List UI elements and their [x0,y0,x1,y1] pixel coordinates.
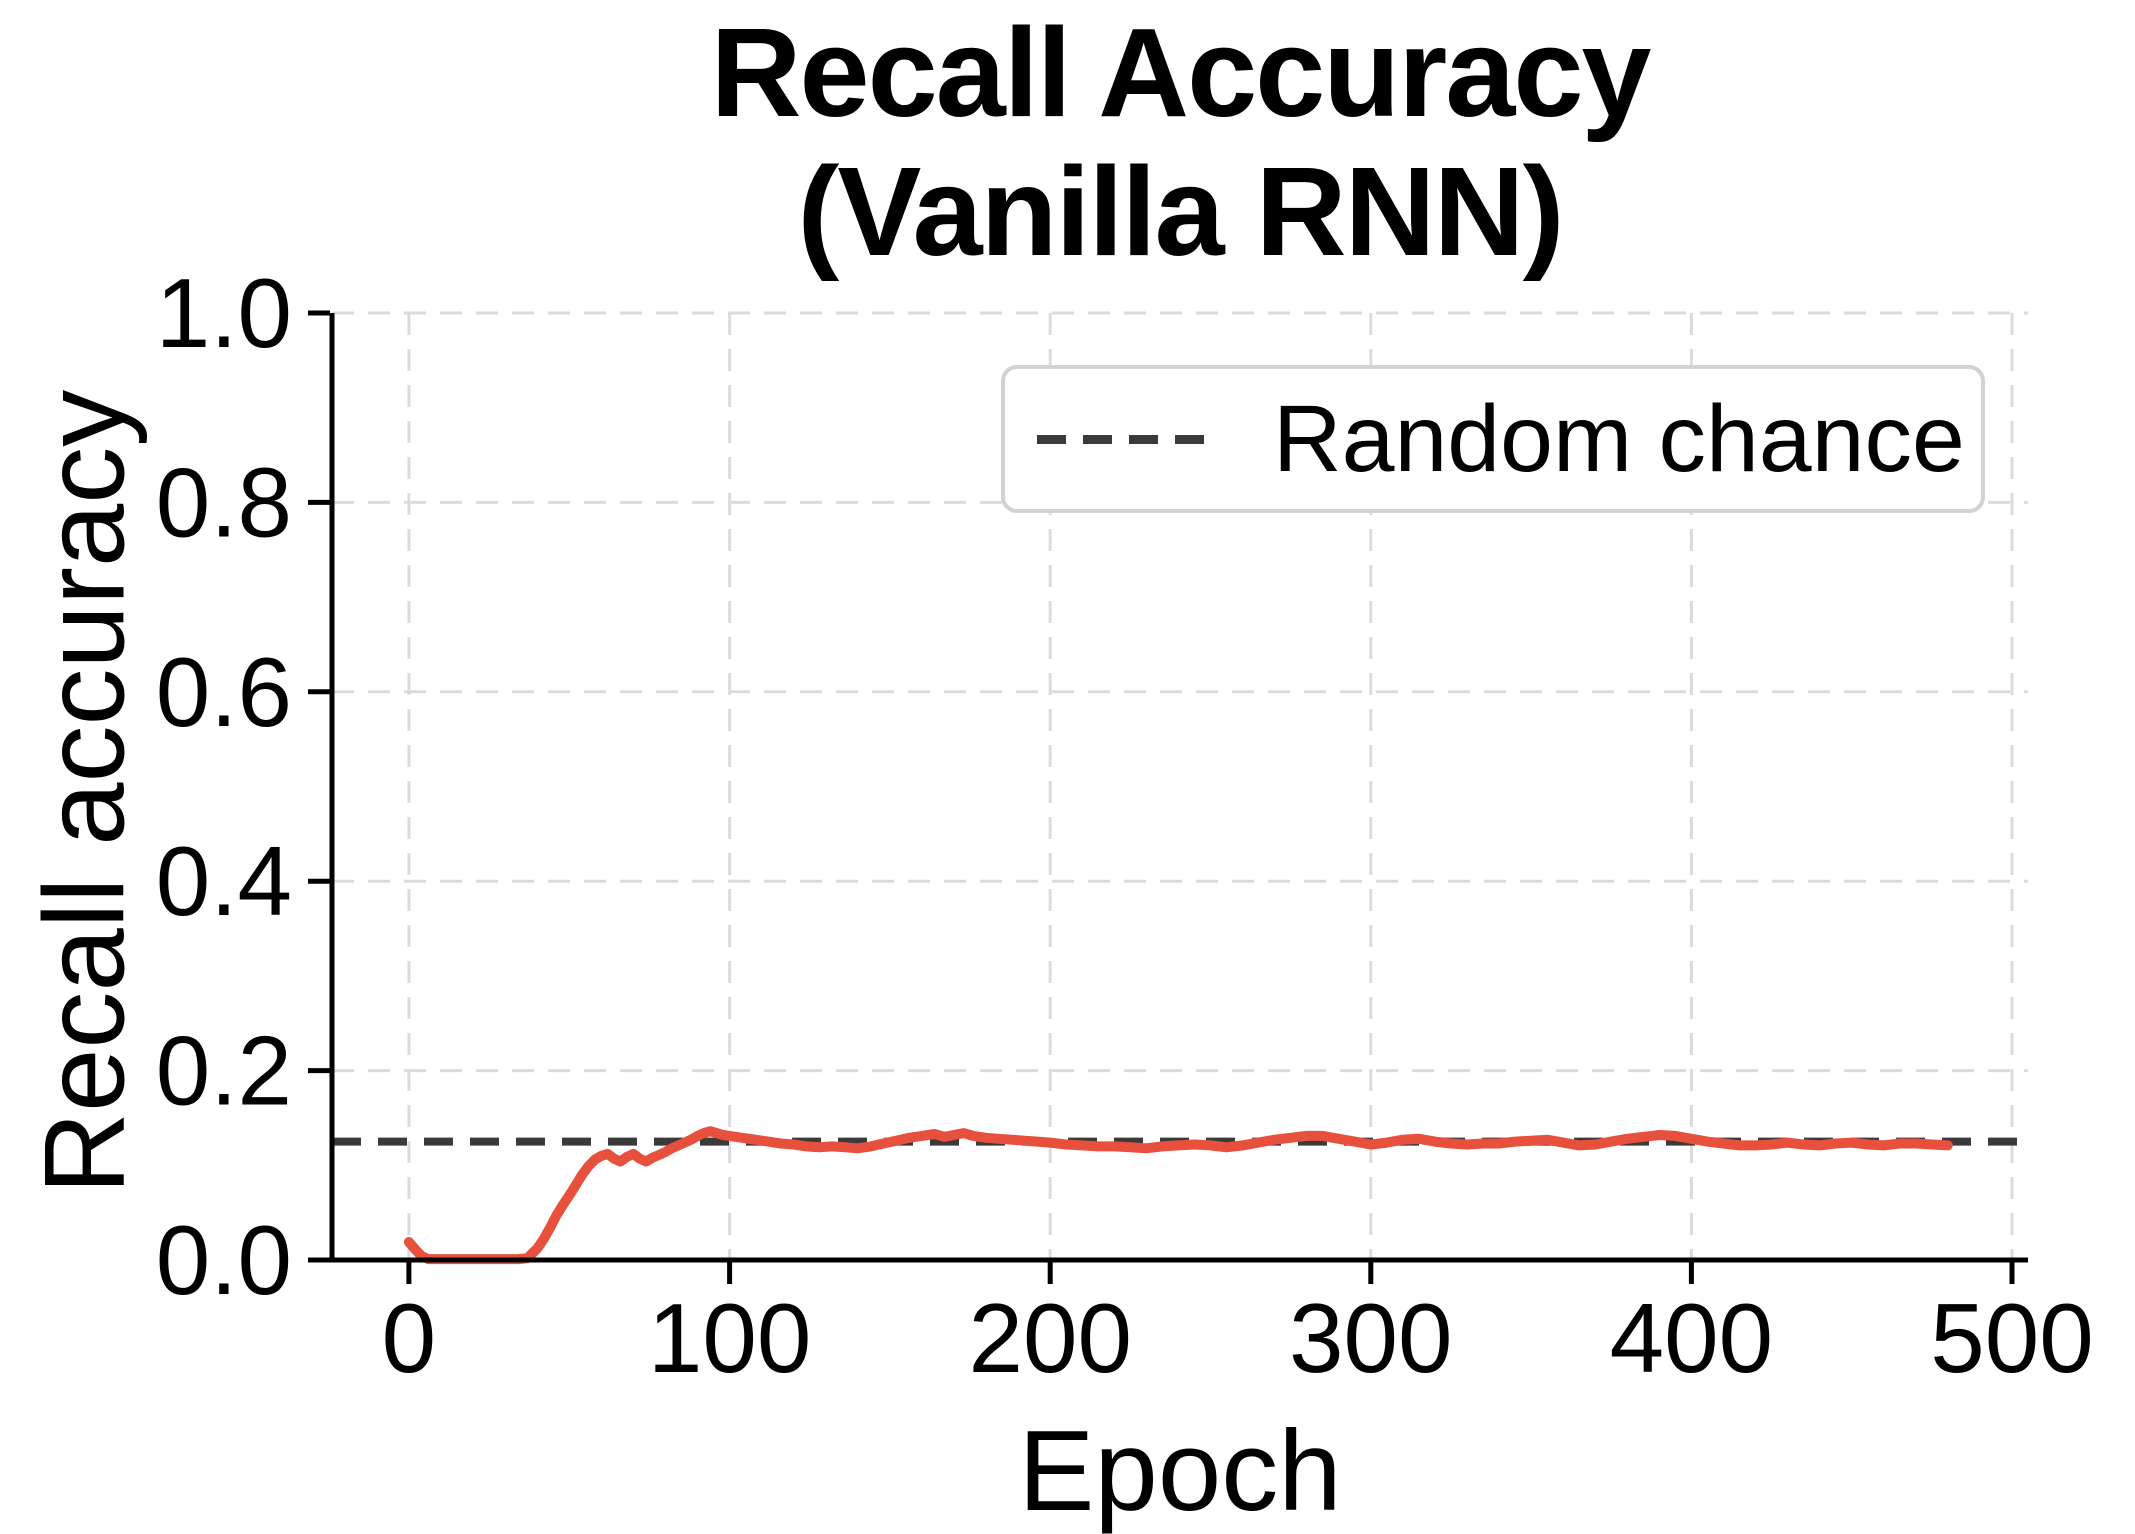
y-tick-label: 0.8 [156,447,292,557]
x-tick-label: 200 [968,1283,1132,1393]
y-tick-label: 0.6 [156,637,292,747]
x-tick-label: 400 [1610,1283,1774,1393]
y-tick-label: 0.2 [156,1016,292,1126]
y-tick-label: 0.0 [156,1205,292,1315]
chart-title-line2: (Vanilla RNN) [797,140,1564,282]
chart-title: Recall Accuracy (Vanilla RNN) [332,2,2028,282]
chart-title-line1: Recall Accuracy [710,2,1652,143]
y-tick-label: 0.4 [156,826,292,936]
legend: Random chance [1001,365,1985,513]
x-tick-label: 100 [648,1283,812,1393]
x-tick-label: 0 [382,1283,437,1393]
y-axis-label: Recall accuracy [21,389,149,1195]
y-tick-label: 1.0 [156,258,292,368]
legend-label: Random chance [1273,385,1965,492]
x-tick-label: 300 [1289,1283,1453,1393]
x-tick-label: 500 [1930,1283,2094,1393]
recall-accuracy-series [403,1126,1953,1265]
dashed-line-icon [1037,434,1205,444]
x-axis-label: Epoch [1018,1408,1342,1534]
